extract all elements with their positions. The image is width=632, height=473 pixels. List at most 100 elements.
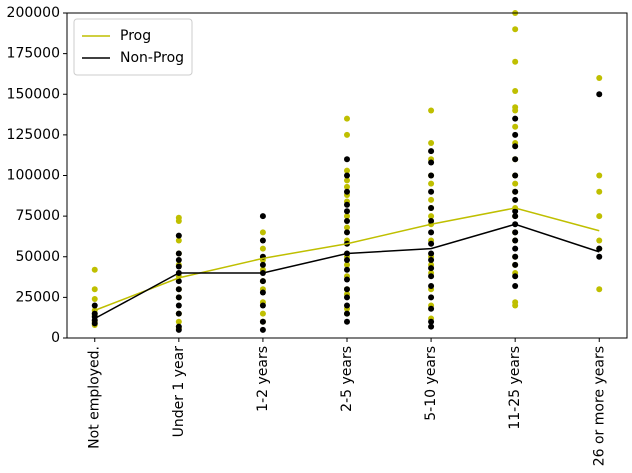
scatter-point: [259, 289, 266, 296]
x-tick-label: 11-25 years: [507, 346, 523, 430]
scatter-point: [175, 250, 182, 257]
y-tick-label: 175000: [7, 46, 60, 62]
line: [94, 207, 600, 312]
scatter-point: [344, 208, 350, 215]
scatter-point: [596, 237, 603, 244]
scatter-point: [512, 213, 519, 220]
scatter-point: [428, 229, 435, 236]
scatter-point: [512, 107, 519, 114]
legend-label: Prog: [120, 28, 151, 44]
y-tick-label: 200000: [7, 5, 60, 21]
scatter-point: [428, 196, 435, 203]
x-tick-label: 1-2 years: [255, 346, 271, 412]
scatter-point: [259, 237, 266, 244]
scatter-point: [428, 240, 435, 247]
scatter-point: [344, 177, 350, 184]
scatter-point: [512, 88, 519, 94]
scatter-point: [596, 172, 603, 179]
scatter-point: [596, 213, 603, 220]
scatter-point: [344, 302, 350, 309]
scatter-point: [428, 250, 435, 257]
scatter-point: [596, 188, 603, 195]
scatter-point: [344, 257, 350, 263]
scatter-point: [512, 123, 519, 130]
scatter-point: [344, 188, 350, 195]
scatter-point: [175, 302, 182, 309]
scatter-point: [428, 159, 435, 166]
scatter-point: [344, 224, 350, 231]
scatter-point: [512, 180, 519, 187]
scatter-point: [512, 188, 519, 195]
scatter-point: [175, 294, 182, 301]
scatter-point: [344, 172, 350, 179]
line: [94, 223, 600, 320]
scatter-point: [91, 302, 98, 309]
scatter-point: [175, 286, 182, 293]
scatter-point: [344, 115, 350, 122]
scatter-point: [428, 257, 435, 263]
scatter-point: [259, 310, 266, 317]
scatter-point: [259, 302, 266, 309]
scatter-point: [259, 318, 266, 325]
scatter-point: [259, 245, 266, 252]
legend-label: Non-Prog: [120, 50, 184, 66]
scatter-point: [259, 213, 266, 220]
scatter-point: [512, 261, 519, 268]
x-tick-label: 5-10 years: [423, 346, 439, 421]
scatter-point: [344, 286, 350, 293]
scatter-point: [175, 218, 182, 224]
scatter-point: [175, 232, 182, 239]
scatter-point: [175, 318, 182, 325]
scatter-point: [512, 172, 519, 179]
scatter-point: [512, 156, 519, 163]
legend-box: [73, 18, 193, 76]
y-tick-label: 75000: [15, 208, 60, 224]
scatter-point: [175, 237, 182, 244]
scatter-point: [512, 245, 519, 252]
scatter-point: [175, 326, 182, 333]
scatter-point: [91, 296, 98, 302]
scatter-point: [344, 318, 350, 325]
scatter-point: [428, 273, 435, 280]
scatter-point: [428, 205, 435, 211]
scatter-point: [596, 253, 603, 260]
scatter-point: [512, 26, 519, 33]
scatter-point: [344, 131, 350, 138]
scatter-point: [259, 229, 266, 236]
scatter-point: [175, 310, 182, 317]
scatter-point: [344, 167, 350, 174]
scatter-point: [428, 318, 435, 325]
scatter-point: [344, 229, 350, 236]
scatter-point: [512, 229, 519, 236]
scatter-point: [428, 323, 435, 330]
scatter-point: [175, 263, 182, 270]
scatter-point: [344, 276, 350, 283]
scatter-point: [428, 107, 435, 114]
plot-frame: [66, 12, 628, 339]
scatter-point: [428, 172, 435, 179]
scatter-point: [91, 266, 98, 273]
y-tick-label: 100000: [7, 168, 60, 184]
scatter-point: [91, 286, 98, 293]
scatter-point: [512, 143, 519, 150]
scatter-point: [175, 257, 182, 263]
scatter-point: [512, 208, 519, 215]
x-tick-label: 26 or more years: [591, 346, 607, 466]
scatter-point: [259, 278, 266, 285]
y-tick-label: 50000: [15, 249, 60, 265]
scatter-point: [512, 131, 519, 138]
scatter-point: [259, 326, 266, 333]
x-tick-label: Not employed.: [87, 346, 103, 449]
scatter-point: [428, 294, 435, 301]
scatter-point: [344, 261, 350, 268]
scatter-point: [428, 180, 435, 187]
scatter-point: [428, 305, 435, 312]
scatter-point: [596, 245, 603, 252]
scatter-point: [175, 278, 182, 285]
scatter-point: [344, 183, 350, 190]
scatter-point: [512, 273, 519, 280]
y-tick-label: 25000: [15, 289, 60, 305]
x-tick-label: Under 1 year: [171, 346, 187, 438]
